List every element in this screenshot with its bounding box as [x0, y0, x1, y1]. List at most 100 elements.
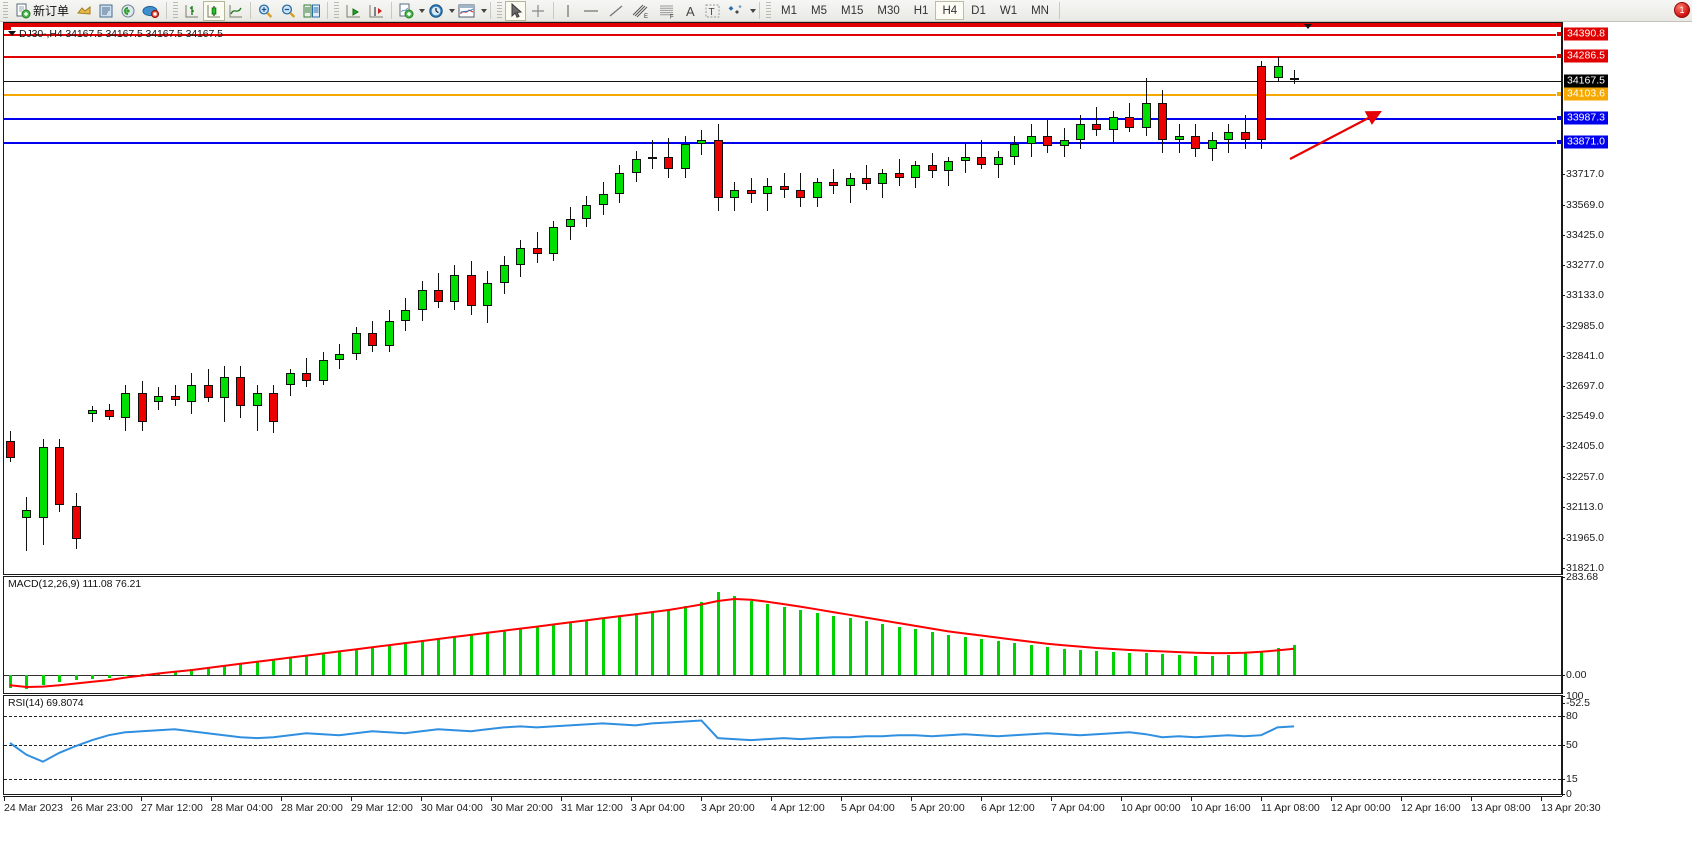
- macd-histogram-bar: [1030, 645, 1033, 675]
- autoscroll-button[interactable]: [365, 1, 388, 21]
- chart-shift-button[interactable]: [342, 1, 365, 21]
- toolbar-separator-2: [250, 2, 252, 19]
- toolbar-grip-4[interactable]: [497, 2, 503, 19]
- toolbar-grip-3[interactable]: [334, 2, 340, 19]
- macd-histogram-bar: [124, 674, 127, 677]
- macd-histogram-bar: [322, 652, 325, 675]
- bar-mode-button[interactable]: [181, 1, 203, 21]
- period-button[interactable]: [425, 1, 447, 21]
- price-scale[interactable]: 33717.0 33569.0 33425.0 33277.0 33133.0 32985…: [1561, 22, 1692, 847]
- templates-dropdown-caret[interactable]: [481, 8, 488, 13]
- toolbar-grip-2[interactable]: [173, 2, 179, 19]
- macd-histogram-bar: [1211, 655, 1214, 675]
- candle-body: [878, 173, 887, 184]
- macd-histogram-bar: [585, 619, 588, 675]
- cloud-alert-button[interactable]: [139, 1, 163, 21]
- tile-windows-button[interactable]: [300, 1, 324, 21]
- rsi-level-50: [4, 745, 1561, 746]
- level-line-handle[interactable]: [1556, 52, 1561, 59]
- add-indicator-button[interactable]: [395, 1, 417, 21]
- candle-body: [467, 275, 476, 307]
- trendline-button[interactable]: [604, 1, 628, 21]
- timeframe-w1[interactable]: W1: [999, 4, 1018, 17]
- add-indicator-dropdown-caret[interactable]: [419, 8, 426, 13]
- pane-collapse-icon[interactable]: [8, 31, 16, 36]
- macd-histogram-bar: [190, 669, 193, 675]
- templates-button[interactable]: [455, 1, 479, 21]
- objects-button[interactable]: [724, 1, 748, 21]
- toolbar-grip[interactable]: [3, 2, 8, 19]
- objects-dropdown-caret[interactable]: [750, 8, 757, 13]
- equidistant-channel-button[interactable]: E: [628, 1, 654, 21]
- main-price-pane[interactable]: DJ30-,H4 34167.5 34167.5 34167.5 34167.5: [3, 22, 1562, 575]
- line-mode-button[interactable]: [225, 1, 247, 21]
- toolbar-separator-3: [327, 2, 329, 19]
- timeframe-m1[interactable]: M1: [781, 4, 797, 17]
- data-window-button[interactable]: [95, 1, 117, 21]
- hline-button[interactable]: [578, 1, 604, 21]
- candlestick-mode-button[interactable]: [203, 0, 226, 21]
- cursor-button[interactable]: [505, 0, 527, 21]
- macd-histogram-bar: [536, 625, 539, 675]
- candle-wick: [850, 173, 851, 203]
- macd-pane-label: MACD(12,26,9) 111.08 76.21: [8, 578, 142, 590]
- toolbar-grip-5[interactable]: [766, 2, 772, 19]
- timeframe-m5[interactable]: M5: [811, 4, 827, 17]
- svg-text:F: F: [670, 14, 674, 19]
- timeframe-d1[interactable]: D1: [971, 4, 986, 17]
- candle-body: [829, 181, 838, 186]
- timeframe-mn[interactable]: MN: [1031, 4, 1049, 17]
- equidistant-channel-icon: E: [632, 4, 648, 19]
- vline-button[interactable]: [557, 1, 578, 21]
- rsi-level-80: [4, 715, 1561, 717]
- macd-scale-tick: -52.5: [1562, 697, 1590, 709]
- signal-button[interactable]: [117, 1, 139, 21]
- price-tag-current-price[interactable]: 34167.5: [1564, 74, 1608, 88]
- timeframe-m15[interactable]: M15: [840, 4, 864, 17]
- price-tag-line-red-upper[interactable]: 34390.8: [1564, 27, 1608, 41]
- new-order-button[interactable]: 新订单: [11, 1, 73, 21]
- chart-shift-icon: [346, 4, 361, 17]
- candle-wick: [1245, 115, 1246, 149]
- timeframe-m30[interactable]: M30: [877, 4, 900, 17]
- timeframe-h4[interactable]: H4: [935, 1, 965, 20]
- level-line-handle[interactable]: [1556, 31, 1561, 38]
- period-dropdown-caret[interactable]: [449, 8, 456, 13]
- rsi-pane[interactable]: RSI(14) 69.8074: [3, 695, 1562, 795]
- candle-body: [1027, 136, 1036, 145]
- zoom-out-button[interactable]: [277, 1, 300, 21]
- macd-histogram-bar: [305, 654, 308, 675]
- zoom-in-button[interactable]: [254, 1, 277, 21]
- crosshair-button[interactable]: [526, 1, 550, 21]
- chart-workspace[interactable]: DJ30-,H4 34167.5 34167.5 34167.5 34167.5…: [0, 22, 1692, 847]
- candle-body: [1257, 65, 1266, 141]
- level-line-handle[interactable]: [1556, 114, 1561, 121]
- main-pane-label: DJ30-,H4 34167.5 34167.5 34167.5 34167.5: [8, 28, 223, 40]
- text-box-button[interactable]: T: [701, 1, 724, 21]
- level-line-handle[interactable]: [1556, 90, 1561, 97]
- level-line-handle[interactable]: [1556, 139, 1561, 146]
- macd-pane[interactable]: MACD(12,26,9) 111.08 76.21: [3, 576, 1562, 694]
- time-tick: 30 Mar 04:00: [421, 797, 483, 814]
- fibonacci-button[interactable]: F: [654, 1, 680, 21]
- macd-histogram-bar: [914, 629, 917, 675]
- time-tick: 12 Apr 00:00: [1331, 797, 1391, 814]
- text-label-button[interactable]: A: [680, 1, 701, 21]
- candle-body: [533, 248, 542, 255]
- chart-selection-handle[interactable]: [4, 23, 11, 30]
- price-tag-line-blue-lower[interactable]: 33871.0: [1564, 135, 1608, 149]
- rsi-pane-label: RSI(14) 69.8074: [8, 697, 84, 709]
- price-tag-line-blue-upper[interactable]: 33987.3: [1564, 111, 1608, 125]
- time-scale[interactable]: 24 Mar 2023 26 Mar 23:00 27 Mar 12:00 28 Ma…: [3, 796, 1601, 822]
- candle-body: [730, 190, 739, 199]
- alert-badge[interactable]: 1: [1674, 2, 1690, 18]
- candle-body: [1224, 131, 1233, 141]
- price-tag-line-red-lower[interactable]: 34286.5: [1564, 49, 1608, 63]
- macd-histogram-bar: [1145, 653, 1148, 675]
- bar-chart-toggle-button[interactable]: [73, 1, 95, 21]
- candle-body: [895, 173, 904, 178]
- price-tag-line-orange[interactable]: 34103.6: [1564, 87, 1608, 101]
- timeframe-h1[interactable]: H1: [913, 4, 929, 17]
- chart-dropdown-arrow-icon[interactable]: [1304, 24, 1312, 29]
- bullish-arrow-annotation[interactable]: [1284, 105, 1394, 165]
